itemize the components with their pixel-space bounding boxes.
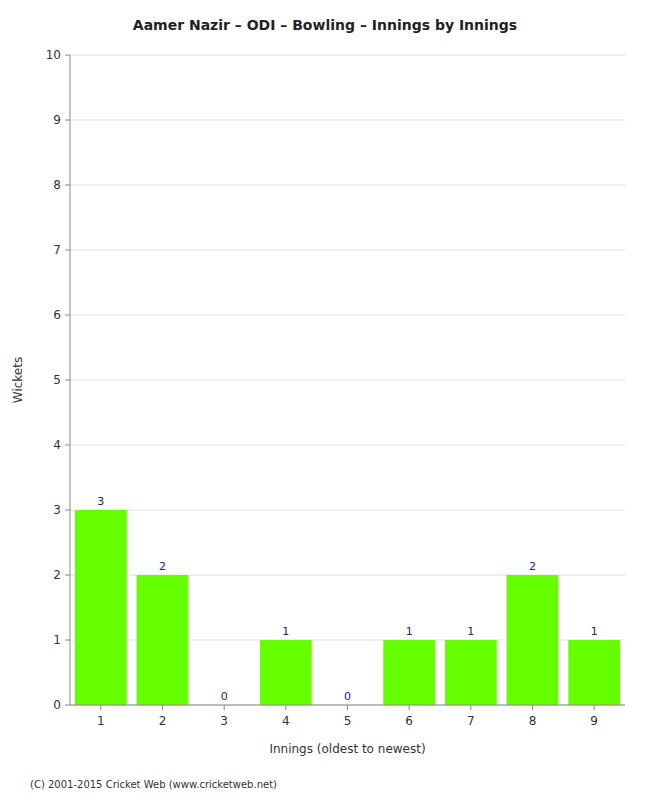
- bar: [260, 640, 312, 705]
- grid-line: [70, 445, 625, 446]
- bar: [383, 640, 435, 705]
- grid-line: [70, 250, 625, 251]
- grid-line: [70, 510, 625, 511]
- grid-line: [70, 120, 625, 121]
- bar: [445, 640, 497, 705]
- x-tick: [285, 705, 286, 710]
- data-label: 2: [159, 560, 166, 573]
- x-tick-label: 5: [344, 714, 352, 728]
- x-tick: [409, 705, 410, 710]
- y-tick-label: 2: [53, 568, 61, 582]
- y-tick-label: 3: [53, 503, 61, 517]
- data-labels: 3 2 0 1 0 1 1 2 1: [97, 495, 597, 703]
- y-tick-label: 9: [53, 113, 61, 127]
- y-tick: [65, 575, 70, 576]
- x-axis: 1 2 3 4 5 6 7 8 9: [70, 705, 625, 728]
- y-tick-label: 6: [53, 308, 61, 322]
- bar: [137, 575, 189, 705]
- data-label: 0: [221, 690, 228, 703]
- chart-svg: 012345678910123456789320101121Aamer Nazi…: [0, 0, 650, 800]
- y-tick: [65, 380, 70, 381]
- y-tick-label: 1: [53, 633, 61, 647]
- y-tick: [65, 510, 70, 511]
- chart-container: 012345678910123456789320101121Aamer Nazi…: [0, 0, 650, 800]
- data-label: 2: [529, 560, 536, 573]
- grid-line: [70, 185, 625, 186]
- y-tick-label: 4: [53, 438, 61, 452]
- y-tick: [65, 250, 70, 251]
- x-tick: [100, 705, 101, 710]
- y-tick: [65, 705, 70, 706]
- x-tick-label: 7: [467, 714, 475, 728]
- y-tick-label: 5: [53, 373, 61, 387]
- x-tick: [470, 705, 471, 710]
- y-axis-label: Wickets: [11, 357, 25, 403]
- y-tick: [65, 315, 70, 316]
- grid-line: [70, 380, 625, 381]
- x-tick-label: 4: [282, 714, 290, 728]
- data-label: 1: [467, 625, 474, 638]
- y-tick: [65, 55, 70, 56]
- y-tick-label: 8: [53, 178, 61, 192]
- y-tick-label: 7: [53, 243, 61, 257]
- x-tick-label: 9: [590, 714, 598, 728]
- bars: [75, 510, 620, 705]
- x-tick-label: 2: [159, 714, 167, 728]
- x-tick: [347, 705, 348, 710]
- grid: [70, 55, 625, 705]
- x-axis-label: Innings (oldest to newest): [269, 742, 425, 756]
- x-tick-label: 6: [405, 714, 413, 728]
- data-label: 1: [591, 625, 598, 638]
- x-tick: [162, 705, 163, 710]
- x-tick-label: 1: [97, 714, 105, 728]
- bar: [75, 510, 127, 705]
- grid-line: [70, 315, 625, 316]
- data-label: 1: [406, 625, 413, 638]
- y-tick-label: 0: [53, 698, 61, 712]
- x-tick-label: 8: [529, 714, 537, 728]
- y-tick: [65, 445, 70, 446]
- bar: [507, 575, 559, 705]
- y-axis: 0 1 2 3 4 5 6 7 8 9 10: [46, 48, 70, 712]
- data-label: 0: [344, 690, 351, 703]
- y-tick-label: 10: [46, 48, 61, 62]
- y-axis-line: [70, 55, 71, 705]
- data-label: 1: [282, 625, 289, 638]
- data-label: 3: [97, 495, 104, 508]
- x-tick-label: 3: [220, 714, 228, 728]
- x-tick: [224, 705, 225, 710]
- bar: [568, 640, 620, 705]
- y-tick: [65, 120, 70, 121]
- footer: (C) 2001-2015 Cricket Web (www.cricketwe…: [30, 779, 277, 790]
- title: Aamer Nazir – ODI – Bowling – Innings by…: [133, 17, 517, 33]
- y-tick: [65, 185, 70, 186]
- grid-line: [70, 55, 625, 56]
- x-tick: [594, 705, 595, 710]
- y-tick: [65, 640, 70, 641]
- x-tick: [532, 705, 533, 710]
